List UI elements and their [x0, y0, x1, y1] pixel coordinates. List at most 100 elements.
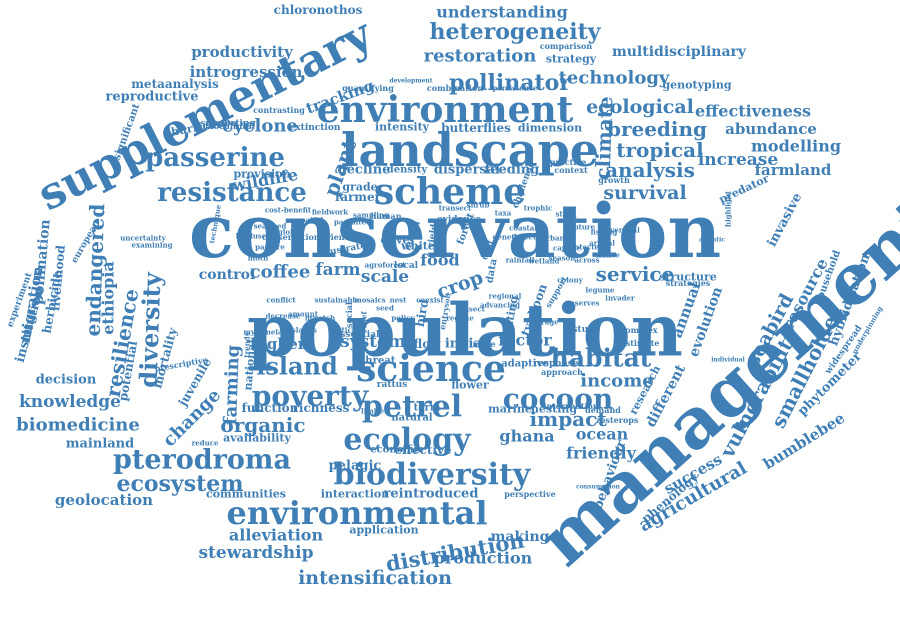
cloud-word-shrub: shrub — [467, 201, 490, 210]
cloud-word-coexist: coexist — [416, 296, 444, 305]
cloud-word-local: local — [394, 261, 419, 271]
cloud-word-ecosystem: ecosystem — [116, 471, 243, 497]
cloud-word-friendly: friendly — [566, 444, 636, 463]
cloud-word-regime: regime — [446, 314, 474, 323]
cloud-word-taxa: taxa — [495, 209, 512, 218]
cloud-word-capture: capture — [565, 223, 596, 232]
cloud-word-strategy: strategy — [546, 53, 597, 66]
cloud-word-wetland: wetland — [528, 257, 560, 266]
cloud-word-ecology: ecology — [343, 423, 472, 458]
cloud-word-more: more — [472, 339, 495, 349]
cloud-word-parasite: parasite — [334, 218, 366, 227]
cloud-word-butterflies: butterflies — [441, 121, 511, 135]
cloud-word-genetic: genetic — [492, 233, 521, 242]
cloud-word-colony: colony — [557, 276, 583, 285]
cloud-word-food: food — [420, 251, 459, 270]
cloud-word-regional: regional — [489, 292, 522, 301]
cloud-word-sampling: sampling — [353, 211, 389, 220]
cloud-word-trophic: trophic — [524, 204, 553, 213]
cloud-word-mosaics: mosaics — [354, 296, 385, 305]
cloud-word-multidisciplinary: multidisciplinary — [612, 44, 747, 60]
cloud-word-consumption: consumption — [576, 484, 620, 491]
cloud-word-biodiversity: biodiversity — [334, 458, 532, 493]
cloud-word-environmental: environmental — [227, 494, 488, 532]
cloud-word-demand: demand — [585, 405, 621, 415]
cloud-word-perspective: perspective — [504, 489, 555, 499]
cloud-word-climate: climate — [591, 96, 618, 180]
cloud-word-population: population — [247, 288, 683, 373]
cloud-word-ghana: ghana — [499, 427, 554, 446]
cloud-word-communities: communities — [206, 488, 286, 501]
cloud-word-transect: transect — [439, 204, 472, 213]
cloud-word-endangered: endangered — [81, 203, 110, 336]
cloud-word-livelihood: livelihood — [48, 244, 68, 312]
cloud-word-detection: detection — [512, 233, 549, 242]
cloud-word-organic: organic — [220, 413, 305, 437]
cloud-word-contrasting: contrasting — [253, 105, 305, 115]
cloud-word-knowledge: knowledge — [19, 392, 121, 412]
cloud-word-approach: approach — [541, 367, 583, 377]
cloud-word-human: human — [370, 211, 401, 221]
cloud-word-seaweed: seaweed — [254, 222, 287, 231]
cloud-word-highlight: highlight — [724, 190, 733, 227]
cloud-word-control: control — [199, 267, 256, 283]
cloud-word-extinction: extinction — [290, 123, 341, 133]
cloud-word-reintroduced: reintroduced — [384, 487, 479, 502]
cloud-word-petrel: petrel — [362, 390, 462, 425]
cloud-word-exotic: exotic — [328, 326, 351, 335]
cloud-word-modelling: modelling — [751, 137, 841, 156]
cloud-word-heterogeneity: heterogeneity — [429, 19, 601, 45]
cloud-word-decrease: decrease — [266, 312, 301, 321]
cloud-word-persistence: persistence — [492, 84, 538, 93]
cloud-word-effective: effective — [394, 443, 452, 457]
cloud-word-availability: availability — [223, 432, 291, 445]
cloud-word-intensification: intensification — [298, 567, 452, 589]
cloud-word-invader: invader — [605, 294, 635, 303]
cloud-word-moth: moth — [248, 254, 268, 263]
cloud-word-atlantic: atlantic — [699, 237, 725, 244]
cloud-word-evidence: evidence — [437, 215, 481, 225]
cloud-word-diversity: diversity — [133, 271, 166, 388]
cloud-word-higher: higher — [250, 335, 307, 353]
cloud-word-ecological: ecological — [586, 96, 694, 118]
cloud-word-genotyping: genotyping — [662, 79, 731, 92]
cloud-word-farmer: farmer — [335, 190, 382, 204]
cloud-word-soil: soil — [441, 292, 452, 308]
cloud-word-combination: combination — [427, 83, 483, 93]
cloud-word-agroforest: agroforest — [365, 261, 407, 270]
cloud-word-scheme: scheme — [374, 171, 526, 213]
cloud-word-practice: practice — [550, 157, 587, 167]
cloud-word-metaanalysis: metaanalysis — [131, 77, 219, 91]
cloud-word-urban: urban — [541, 234, 564, 243]
cloud-word-introgression: introgression — [190, 63, 303, 81]
cloud-word-protected: protected — [566, 243, 604, 252]
cloud-word-quantifying: quantifying — [342, 83, 394, 93]
cloud-word-dimension: dimension — [518, 122, 582, 135]
cloud-word-analysis: analysis — [605, 158, 695, 182]
cloud-word-conservation: conservation — [189, 189, 721, 275]
cloud-word-alleviation: alleviation — [229, 526, 324, 545]
cloud-word-abundance: abundance — [725, 120, 817, 138]
cloud-word-farmland: farmland — [755, 161, 832, 179]
cloud-word-forage: forage — [533, 318, 559, 327]
cloud-word-complex: complex — [620, 325, 657, 335]
cloud-word-mainland: mainland — [66, 437, 134, 452]
cloud-word-national: national — [241, 339, 258, 391]
cloud-word-bird: bird — [413, 298, 432, 328]
cloud-word-arrival: arrival — [589, 239, 615, 248]
cloud-word-density: density — [387, 165, 429, 176]
cloud-word-landscape: landscape — [341, 123, 599, 177]
cloud-word-reduce: reduce — [192, 439, 219, 448]
cloud-word-income: income — [580, 371, 653, 392]
cloud-word-myzomela: myzomela — [243, 328, 283, 337]
cloud-word-tropical: tropical — [616, 138, 704, 162]
cloud-word-increase: increase — [698, 150, 779, 170]
cloud-word-intensity: intensity — [375, 121, 430, 134]
cloud-word-stewardship: stewardship — [198, 543, 313, 563]
cloud-word-trends: trends — [243, 332, 252, 357]
cloud-word-pollination: pollination — [30, 219, 53, 306]
cloud-word-threat: threat — [361, 356, 396, 367]
cloud-word-nesting: nesting — [531, 403, 577, 416]
cloud-word-fieldwork: fieldwork — [312, 208, 348, 217]
cloud-word-reproductive: reproductive — [106, 90, 199, 105]
